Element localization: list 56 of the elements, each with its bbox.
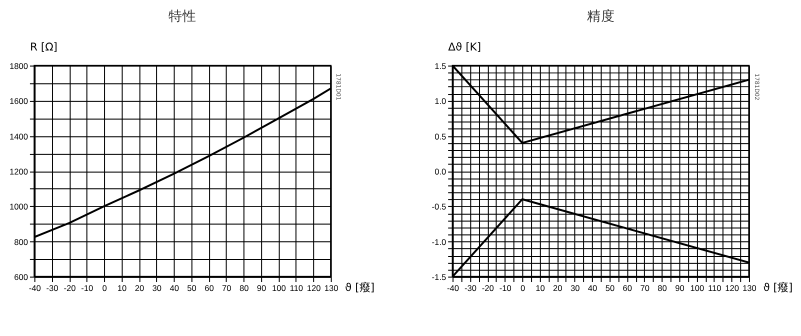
x-tick-label: 10 (117, 282, 128, 293)
x-tick-label: 90 (675, 282, 685, 293)
y-tick-label: 0.0 (434, 166, 447, 177)
x-tick-label: 120 (725, 282, 740, 293)
x-tick-label: 110 (290, 282, 304, 293)
x-tick-label: 80 (239, 282, 250, 293)
x-tick-label: 100 (690, 282, 704, 293)
y-tick-label: -1.0 (432, 236, 447, 247)
x-tick-label: 110 (708, 282, 722, 293)
x-tick-label: 10 (536, 282, 546, 293)
y-tick-label: 1000 (9, 202, 28, 212)
x-tick-label: -10 (81, 282, 94, 293)
x-tick-label: 70 (640, 282, 650, 293)
x-tick-label: -20 (64, 282, 76, 293)
x-tick-label: -40 (28, 282, 42, 293)
x-axis-title: ϑ [癈] (345, 280, 375, 294)
x-tick-label: -30 (464, 282, 477, 293)
x-axis-title: ϑ [癈] (763, 280, 793, 294)
x-tick-label: -20 (482, 282, 494, 293)
y-tick-label: 1200 (9, 166, 28, 177)
y-tick-label: 1800 (9, 61, 28, 72)
y-tick-label: 1.5 (434, 61, 447, 72)
y-tick-label: 1.0 (434, 96, 447, 106)
x-tick-label: 60 (622, 282, 632, 293)
x-tick-label: 30 (152, 282, 162, 293)
x-tick-label: 40 (170, 282, 180, 293)
x-tick-label: 50 (187, 282, 197, 293)
x-tick-label: 50 (605, 282, 615, 293)
y-tick-label: -1.5 (432, 272, 447, 282)
x-tick-label: -10 (499, 282, 512, 293)
y-tick-label: 600 (14, 272, 28, 282)
x-tick-label: 120 (306, 282, 322, 293)
y-tick-label: -0.5 (432, 202, 447, 212)
y-tick-label: 1600 (9, 96, 28, 106)
x-tick-label: 70 (222, 282, 232, 293)
x-tick-label: 90 (256, 282, 267, 293)
x-tick-label: 30 (570, 282, 580, 293)
x-tick-label: 80 (658, 282, 668, 293)
x-tick-label: 100 (272, 282, 286, 293)
y-axis-title: R [Ω] (30, 40, 58, 54)
y-axis-title: Δϑ [K] (448, 40, 482, 54)
x-tick-label: 130 (324, 282, 339, 293)
x-tick-label: 0 (520, 282, 526, 293)
x-tick-label: -40 (446, 282, 460, 293)
y-tick-label: 1400 (9, 131, 28, 142)
x-tick-label: 20 (553, 282, 563, 293)
x-tick-label: 40 (588, 282, 598, 293)
x-tick-label: -30 (46, 282, 59, 293)
y-tick-label: 0.5 (434, 131, 447, 142)
y-tick-label: 800 (14, 236, 28, 247)
x-tick-label: 20 (134, 282, 144, 293)
x-tick-label: 130 (742, 282, 757, 293)
chart-title: 精度 (586, 8, 615, 24)
x-tick-label: 60 (204, 282, 214, 293)
x-tick-label: 0 (102, 282, 108, 293)
chart-title: 特性 (168, 8, 197, 24)
